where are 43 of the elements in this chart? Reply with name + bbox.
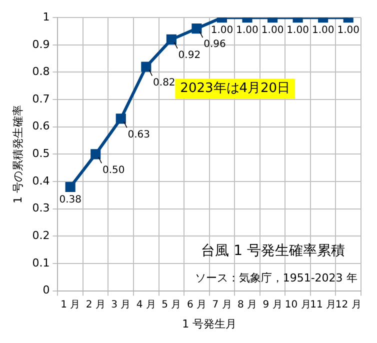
y-axis-title: 1 号の累積発生確率 <box>11 104 24 204</box>
point <box>116 114 126 124</box>
x-tick-label: 1 月 <box>60 299 80 310</box>
x-tick-label: 12 月 <box>335 299 362 310</box>
data-label: 0.92 <box>178 50 201 62</box>
y-tick-label: 0.3 <box>32 202 50 215</box>
x-tick-label: 7 月 <box>212 299 232 310</box>
y-tick-label: 0.6 <box>32 120 50 133</box>
point <box>90 149 101 160</box>
y-tick-label: 0.9 <box>32 38 50 51</box>
y-tick-label: 0.5 <box>32 147 50 160</box>
annotation: 2023年は4月20日 <box>180 81 290 96</box>
data-label: 1.00 <box>337 25 360 36</box>
y-tick-label: 1 <box>42 10 50 24</box>
text: 台風 1 号発生確率累積 <box>201 242 345 259</box>
data-label: 1.00 <box>236 25 258 36</box>
y-tick-label: 0.4 <box>32 174 50 188</box>
data-label: 1.00 <box>286 25 309 36</box>
x-tick-label: 8 月 <box>237 299 258 310</box>
x-tick-label: 11 月 <box>310 299 336 310</box>
x-axis-title: 1 号発生月 <box>182 317 237 330</box>
x-tick-label: 2 月 <box>86 299 106 310</box>
x-tick-label: 4 月 <box>136 299 156 310</box>
x-tick-label: 3 月 <box>111 299 131 310</box>
x-tick-label: 9 月 <box>262 299 282 310</box>
data-label: 1.00 <box>261 25 284 36</box>
y-tick-label: 0.8 <box>32 65 50 78</box>
x-tick-label: 6 月 <box>186 299 206 310</box>
data-label: 0.82 <box>153 77 176 88</box>
data-label: 0.96 <box>204 39 226 50</box>
data-label: 1.00 <box>312 25 334 36</box>
x-tick-label: 5 月 <box>162 299 182 310</box>
point <box>65 182 76 192</box>
data-label: 0.38 <box>59 194 82 206</box>
y-tick-label: 0.1 <box>32 256 50 270</box>
data-label: 0.63 <box>128 129 150 140</box>
y-tick-label: 0.2 <box>32 229 50 242</box>
x-tick-label: 10 月 <box>284 299 311 310</box>
y-tick-label: 0 <box>42 284 50 297</box>
y-tick-label: 0.7 <box>32 92 50 106</box>
data-label: 1.00 <box>210 25 234 36</box>
data-label: 0.50 <box>102 164 125 176</box>
annotation: ソース：気象庁，1951-2023 年 <box>194 271 358 284</box>
